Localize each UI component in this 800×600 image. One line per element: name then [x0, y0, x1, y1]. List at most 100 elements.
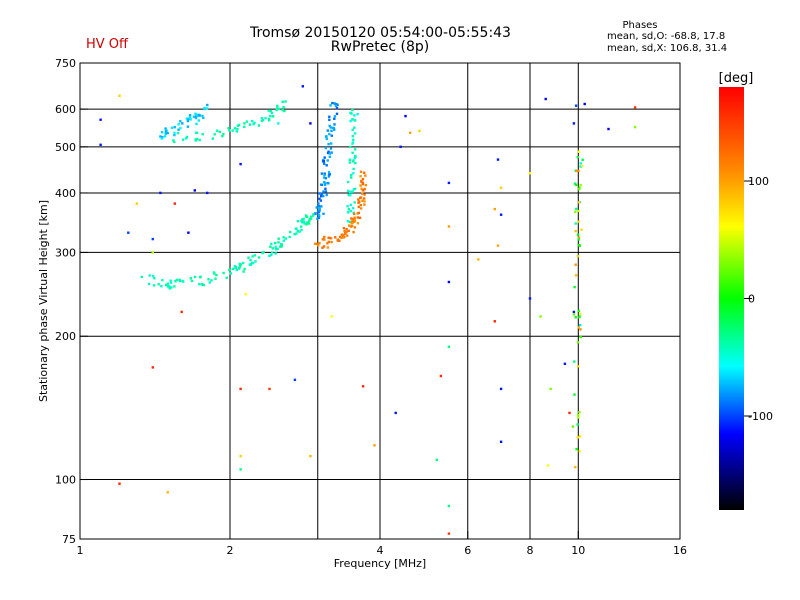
scatter-point — [528, 297, 532, 300]
trace-point — [218, 130, 221, 133]
trace-point — [347, 224, 351, 227]
scatter-point — [496, 158, 500, 161]
trace-point — [243, 267, 246, 271]
trace-point — [340, 233, 344, 236]
trace-point — [580, 228, 583, 231]
trace-point — [349, 145, 352, 149]
trace-point — [326, 181, 329, 185]
trace-point — [328, 155, 331, 158]
trace-point — [353, 212, 356, 216]
y-tick-label: 500 — [55, 141, 76, 154]
scatter-point — [373, 444, 376, 447]
scatter-point — [99, 118, 102, 121]
trace-point — [315, 206, 318, 209]
trace-point — [249, 258, 252, 262]
scatter-point — [239, 454, 242, 458]
trace-point — [363, 203, 366, 206]
trace-point — [333, 115, 337, 118]
trace-point — [351, 128, 354, 132]
trace-point — [340, 236, 343, 239]
scatter-point — [547, 464, 550, 467]
trace-point — [174, 280, 177, 283]
trace-point — [353, 114, 356, 117]
trace-point — [213, 272, 216, 275]
trace-point — [282, 236, 285, 239]
trace-point — [323, 235, 326, 239]
trace-point — [571, 425, 575, 428]
trace-point — [324, 146, 327, 150]
trace-point — [346, 180, 350, 184]
trace-point — [349, 111, 352, 115]
trace-point — [349, 225, 353, 228]
trace-point — [185, 135, 189, 139]
trace-point — [581, 164, 584, 168]
trace-point — [348, 158, 352, 161]
trace-point — [345, 234, 349, 237]
trace-point — [186, 125, 190, 128]
trace-point — [282, 239, 285, 242]
scatter-point — [301, 85, 304, 88]
trace-point — [364, 174, 367, 177]
trace-point — [271, 115, 275, 118]
trace-point — [315, 242, 318, 245]
y-tick-label: 75 — [62, 533, 76, 546]
trace-point — [252, 122, 255, 126]
trace-point — [320, 195, 323, 198]
trace-point — [307, 222, 311, 225]
scatter-point — [151, 251, 154, 254]
trace-point — [334, 236, 337, 239]
trace-point — [254, 260, 257, 263]
trace-point — [270, 242, 273, 245]
trace-point — [349, 119, 352, 123]
trace-point — [283, 109, 286, 113]
trace-point — [239, 264, 242, 267]
trace-point — [173, 140, 176, 144]
trace-point — [269, 245, 272, 248]
trace-point — [317, 210, 321, 214]
trace-point — [322, 194, 325, 198]
x-tick-label: 2 — [227, 544, 234, 557]
trace-point — [253, 254, 256, 257]
scatter-point — [173, 202, 176, 205]
trace-point — [361, 192, 364, 195]
trace-point — [267, 109, 270, 112]
trace-point — [253, 121, 256, 124]
y-tick-label: 300 — [55, 246, 76, 259]
trace-point — [328, 132, 331, 136]
trace-point — [247, 256, 250, 259]
trace-point — [342, 234, 345, 237]
scatter-point — [309, 454, 312, 458]
trace-point — [166, 282, 169, 285]
y-tick-label: 200 — [55, 330, 76, 343]
trace-point — [359, 175, 362, 178]
scatter-point — [239, 387, 242, 391]
trace-point — [189, 118, 192, 121]
trace-point — [245, 120, 249, 123]
trace-point — [359, 203, 362, 207]
trace-point — [321, 238, 324, 241]
trace-point — [231, 129, 234, 132]
trace-point — [335, 112, 339, 115]
trace-point — [225, 276, 228, 279]
trace-point — [201, 114, 204, 118]
x-tick-label: 4 — [377, 544, 384, 557]
trace-point — [323, 162, 326, 165]
colorbar-tick-label: -100 — [748, 410, 773, 423]
scatter-point — [277, 122, 280, 125]
phase-stats-o: mean, sd,O: -68.8, 17.8 — [607, 31, 726, 42]
trace-point — [211, 137, 214, 140]
trace-point — [181, 279, 184, 283]
trace-point — [242, 270, 245, 273]
scatter-point — [151, 366, 154, 369]
trace-point — [328, 152, 332, 155]
trace-point — [243, 122, 246, 125]
colorbar — [719, 87, 744, 510]
trace-point — [159, 135, 162, 138]
trace-point — [194, 116, 198, 120]
trace-point — [321, 160, 325, 163]
trace-point — [308, 219, 311, 222]
trace-point — [578, 411, 581, 414]
trace-point — [579, 328, 582, 331]
scatter-point — [187, 231, 190, 234]
